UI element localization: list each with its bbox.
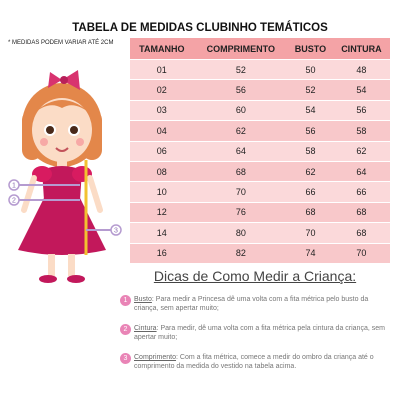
table-cell: 54 xyxy=(332,79,390,101)
column-header: BUSTO xyxy=(288,38,333,60)
table-cell: 03 xyxy=(130,99,194,121)
table-cell: 66 xyxy=(332,181,390,203)
table-row: 04 62 56 58 xyxy=(130,120,390,142)
table-cell: 02 xyxy=(130,79,194,101)
tip-label: Comprimento xyxy=(134,354,177,361)
table-row: 02 56 52 54 xyxy=(130,79,390,101)
table-cell: 68 xyxy=(288,201,333,223)
tip: 1 Busto: Para medir a Princesa dê uma vol… xyxy=(120,295,385,313)
table-cell: 64 xyxy=(193,140,289,162)
marker-circle xyxy=(8,179,20,191)
table-cell: 58 xyxy=(288,140,333,162)
table-cell: 68 xyxy=(193,160,289,182)
table-cell: 62 xyxy=(193,120,289,142)
table-row: 08 68 62 64 xyxy=(130,160,390,182)
tips-title: Dicas de Como Medir a Criança: xyxy=(153,268,357,284)
table-cell: 62 xyxy=(288,160,333,182)
table-cell: 68 xyxy=(332,201,390,223)
table-cell: 56 xyxy=(332,99,390,121)
table-cell: 70 xyxy=(288,222,333,244)
table-cell: 52 xyxy=(288,79,333,101)
tip-body: Busto: Para medir a Princesa dê uma volt… xyxy=(134,295,385,313)
tip-number: 3 xyxy=(120,353,131,364)
tip: 3 Comprimento: Com a fita métrica, comece… xyxy=(120,353,385,371)
table-cell: 16 xyxy=(130,242,194,263)
table-cell: 52 xyxy=(193,58,289,80)
table-cell: 70 xyxy=(193,181,289,203)
size-table: TAMANHO COMPRIMENTO BUSTO CINTURA 01 52 50 48 02… xyxy=(130,38,390,263)
table-cell: 66 xyxy=(288,181,333,203)
girl-illustration: 1 2 3 xyxy=(8,70,122,283)
marker-circle xyxy=(8,194,20,206)
table-cell: 06 xyxy=(130,140,194,162)
tip-text: : Com a fita métrica, comece a medir do … xyxy=(134,354,374,370)
tip-number: 2 xyxy=(120,324,131,335)
table-cell: 62 xyxy=(332,140,390,162)
table-row: 01 52 50 48 xyxy=(130,58,390,80)
column-header: COMPRIMENTO xyxy=(193,38,289,60)
table-cell: 56 xyxy=(288,120,333,142)
table-row: 03 60 54 56 xyxy=(130,99,390,121)
table-cell: 74 xyxy=(288,242,333,263)
table-cell: 76 xyxy=(193,201,289,223)
marker-number: 2 xyxy=(12,198,16,205)
table-cell: 50 xyxy=(288,58,333,80)
table-row: 10 70 66 66 xyxy=(130,181,390,203)
tip-label: Busto xyxy=(134,296,152,303)
column-header: CINTURA xyxy=(332,38,390,60)
table-row: 12 76 68 68 xyxy=(130,201,390,223)
note: * MEDIDAS PODEM VARIAR ATÉ 2CM xyxy=(8,40,114,46)
table-cell: 68 xyxy=(332,222,390,244)
table-cell: 08 xyxy=(130,160,194,182)
table-cell: 10 xyxy=(130,181,194,203)
tip-body: Comprimento: Com a fita métrica, comece … xyxy=(134,353,385,371)
table-cell: 58 xyxy=(332,120,390,142)
table-row: 14 80 70 68 xyxy=(130,222,390,244)
table-cell: 54 xyxy=(288,99,333,121)
marker-number: 1 xyxy=(12,183,16,190)
table-cell: 01 xyxy=(130,58,194,80)
tip-label: Cintura xyxy=(134,325,157,332)
table-cell: 70 xyxy=(332,242,390,263)
table-cell: 56 xyxy=(193,79,289,101)
table-cell: 64 xyxy=(332,160,390,182)
tip-number: 1 xyxy=(120,295,131,306)
marker-circle xyxy=(110,224,122,236)
table-cell: 80 xyxy=(193,222,289,244)
table-cell: 04 xyxy=(130,120,194,142)
header-row: TAMANHO COMPRIMENTO BUSTO CINTURA xyxy=(130,38,390,60)
tip-text: : Para medir, dê uma volta com a fita mé… xyxy=(134,325,385,341)
column-header: TAMANHO xyxy=(130,38,194,60)
tip-text: : Para medir a Princesa dê uma volta com… xyxy=(134,296,369,312)
tip-body: Cintura: Para medir, dê uma volta com a … xyxy=(134,324,385,342)
table-cell: 60 xyxy=(193,99,289,121)
table-cell: 12 xyxy=(130,201,194,223)
title: TABELA DE MEDIDAS CLUBINHO TEMÁTICOS xyxy=(72,22,328,34)
tip: 2 Cintura: Para medir, dê uma volta com a… xyxy=(120,324,385,342)
marker-number: 3 xyxy=(114,228,118,235)
table-cell: 14 xyxy=(130,222,194,244)
table-row: 16 82 74 70 xyxy=(130,242,390,263)
table-row: 06 64 58 62 xyxy=(130,140,390,162)
table-cell: 82 xyxy=(193,242,289,263)
table-cell: 48 xyxy=(332,58,390,80)
